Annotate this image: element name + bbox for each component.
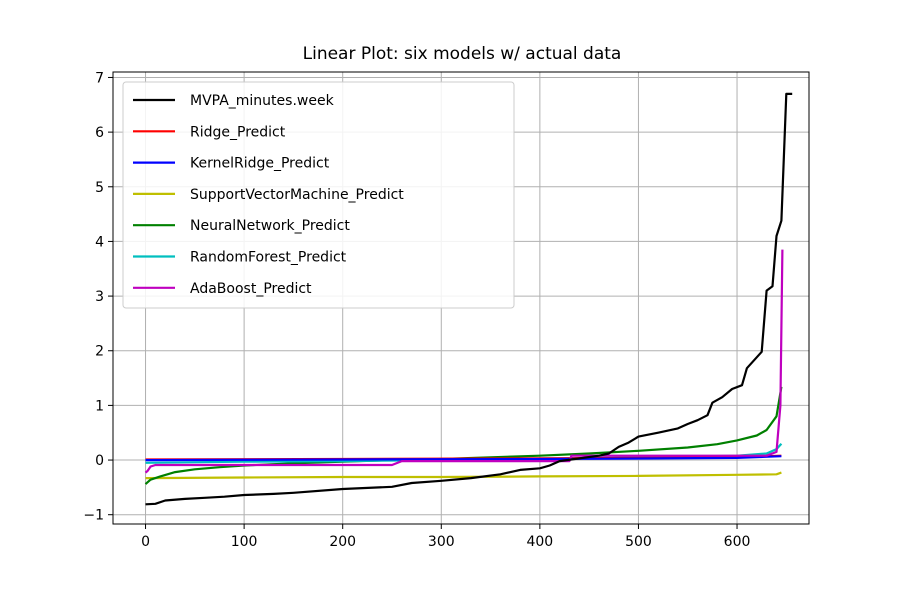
legend: MVPA_minutes.week Ridge_Predict KernelRidg… (122, 81, 515, 309)
x-tick-label: 200 (329, 534, 356, 550)
plot-frame (112, 71, 810, 525)
x-axis: 0 100 200 300 400 500 600 (141, 524, 750, 550)
legend-label: NeuralNetwork_Predict (190, 218, 350, 234)
series-line-AdaBoost_Predict (144, 249, 784, 474)
legend-box (122, 81, 515, 309)
series-line-NeuralNetwork_Predict (144, 386, 783, 485)
x-tick-label: 0 (141, 534, 150, 550)
series-lines (144, 92, 793, 506)
x-tick-label: 600 (724, 534, 751, 550)
series-line-SupportVectorMachine_Predict (145, 471, 782, 480)
y-tick-label: 3 (95, 289, 104, 305)
legend-label: KernelRidge_Predict (190, 156, 330, 172)
legend-label: AdaBoost_Predict (190, 281, 312, 297)
y-axis: −1 0 1 2 3 4 5 6 7 (83, 70, 113, 524)
y-tick-label: 7 (95, 70, 104, 86)
x-tick-label: 100 (231, 534, 258, 550)
x-tick-label: 300 (428, 534, 455, 550)
series-line-KernelRidge_Predict (145, 455, 782, 462)
legend-label: SupportVectorMachine_Predict (190, 187, 404, 203)
y-tick-label: 0 (95, 453, 104, 469)
series-line-MVPA_minutes.week (145, 92, 793, 506)
legend-label: RandomForest_Predict (190, 250, 347, 266)
legend-label: Ridge_Predict (190, 124, 286, 140)
y-tick-label: 2 (95, 344, 104, 360)
y-tick-label: −1 (83, 508, 104, 524)
x-tick-label: 400 (526, 534, 553, 550)
y-tick-label: 1 (95, 398, 104, 414)
legend-label: MVPA_minutes.week (190, 93, 335, 109)
chart-title: Linear Plot: six models w/ actual data (303, 44, 622, 64)
y-tick-label: 6 (95, 125, 104, 141)
y-tick-label: 4 (95, 234, 104, 250)
x-tick-label: 500 (625, 534, 652, 550)
y-tick-label: 5 (95, 180, 104, 196)
